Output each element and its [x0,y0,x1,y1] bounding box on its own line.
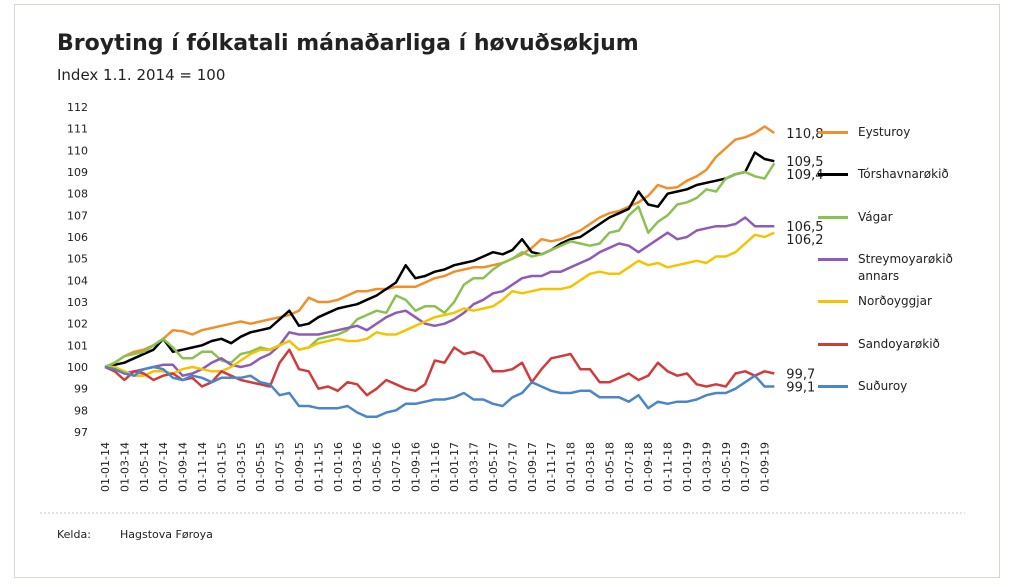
legend-swatch [818,257,848,261]
frame [14,4,1000,578]
legend-item: Norðoyggjar [818,293,958,310]
value-label: 106,5 [786,220,823,235]
legend-swatch [818,173,848,177]
y-tick-label: 100 [67,361,88,374]
y-tick-label: 105 [67,253,88,266]
x-tick-label: 01-05-14 [138,442,151,492]
legend-item: Eysturoy [818,124,958,141]
legend-label: Suðuroy [858,378,908,393]
x-tick-label: 01-09-19 [759,442,772,492]
series-line [104,151,775,369]
y-tick-label: 101 [67,339,88,352]
x-tick-label: 01-03-18 [584,442,597,492]
y-tick-label: 108 [67,188,88,201]
legend-label: Sandoyarøkið [858,336,940,351]
x-tick-label: 01-03-15 [235,442,248,492]
x-tick-label: 01-11-16 [429,442,442,492]
x-tick-label: 01-09-18 [642,442,655,492]
y-tick-label: 106 [67,231,88,244]
x-tick-label: 01-07-17 [506,442,519,492]
x-tick-label: 01-01-16 [332,442,345,492]
series-line [104,216,775,377]
legend-swatch [818,131,848,134]
x-tick-label: 01-05-16 [371,442,384,492]
y-tick-label: 103 [67,296,88,309]
legend-label: Tórshavnarøkið [858,167,949,182]
x-tick-label: 01-07-15 [274,442,287,492]
x-tick-label: 01-01-17 [448,442,461,492]
legend-label: Eysturoy [858,125,911,139]
x-tick-label: 01-03-16 [351,442,364,492]
y-tick-label: 99 [74,383,88,396]
x-tick-label: 01-09-17 [526,442,539,492]
source: Hagstova Føroya [120,528,213,541]
series-line [104,365,775,419]
x-tick-label: 01-05-15 [254,442,267,492]
legend-item: Sandoyarøkið [818,336,958,353]
legend-label: Norðoyggjar [858,294,932,309]
series-line [104,346,775,397]
value-label: 99,1 [786,381,815,396]
y-tick-label: 104 [67,274,88,287]
series-line [104,162,776,369]
x-tick-label: 01-09-15 [293,442,306,492]
value-label: 109,5 [786,155,823,170]
legend-swatch [818,300,848,304]
legend-item: Vágar [818,209,958,226]
chart-subtitle: Index 1.1. 2014 = 100 [57,66,225,84]
source-label: Kelda: [57,528,91,541]
series-line [105,231,775,377]
x-tick-label: 01-01-19 [681,442,694,492]
legend-swatch [818,384,848,388]
value-label: 106,2 [786,233,823,248]
y-tick-label: 98 [74,404,88,417]
value-label: 99,7 [786,368,815,383]
x-tick-label: 01-07-19 [739,442,752,492]
y-tick-label: 107 [67,209,88,222]
y-tick-label: 111 [67,123,88,136]
x-tick-label: 01-07-14 [157,442,170,492]
legend-item: Streymoyarøkið annars [818,251,958,285]
x-tick-label: 01-11-14 [196,442,209,492]
x-tick-label: 01-11-15 [312,442,325,492]
x-tick-label: 01-01-14 [99,442,112,492]
x-tick-label: 01-07-16 [390,442,403,492]
y-tick-label: 110 [67,144,88,157]
legend-item: Tórshavnarøkið [818,166,958,183]
x-tick-label: 01-05-18 [603,442,616,492]
y-tick-label: 102 [67,318,88,331]
x-tick-label: 01-07-18 [623,442,636,492]
y-tick-label: 97 [74,426,88,439]
x-tick-label: 01-03-19 [700,442,713,492]
x-tick-label: 01-09-16 [409,442,422,492]
legend-label: Streymoyarøkið annars [858,251,953,283]
y-tick-label: 109 [67,166,88,179]
legend-swatch [818,342,848,346]
x-tick-label: 01-11-17 [545,442,558,492]
y-tick-label: 112 [67,101,88,114]
legend-item: Suðuroy [818,378,958,395]
value-label: 109,4 [786,168,823,183]
x-tick-label: 01-05-19 [720,442,733,492]
x-tick-label: 01-03-17 [468,442,481,492]
x-tick-label: 01-03-14 [118,442,131,492]
series-line [104,125,775,369]
legend-swatch [818,215,848,219]
x-tick-label: 01-01-18 [565,442,578,492]
value-label: 110,8 [786,127,823,142]
x-tick-label: 01-11-18 [662,442,675,492]
x-tick-label: 01-01-15 [215,442,228,492]
x-tick-label: 01-05-17 [487,442,500,492]
x-tick-label: 01-09-14 [177,442,190,492]
chart-title: Broyting í fólkatali mánaðarliga í høvuð… [57,31,639,56]
legend-label: Vágar [858,209,893,224]
